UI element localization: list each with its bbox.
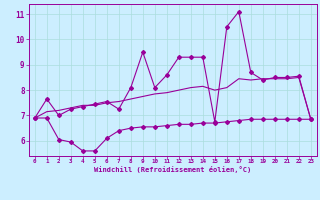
X-axis label: Windchill (Refroidissement éolien,°C): Windchill (Refroidissement éolien,°C) [94, 166, 252, 173]
